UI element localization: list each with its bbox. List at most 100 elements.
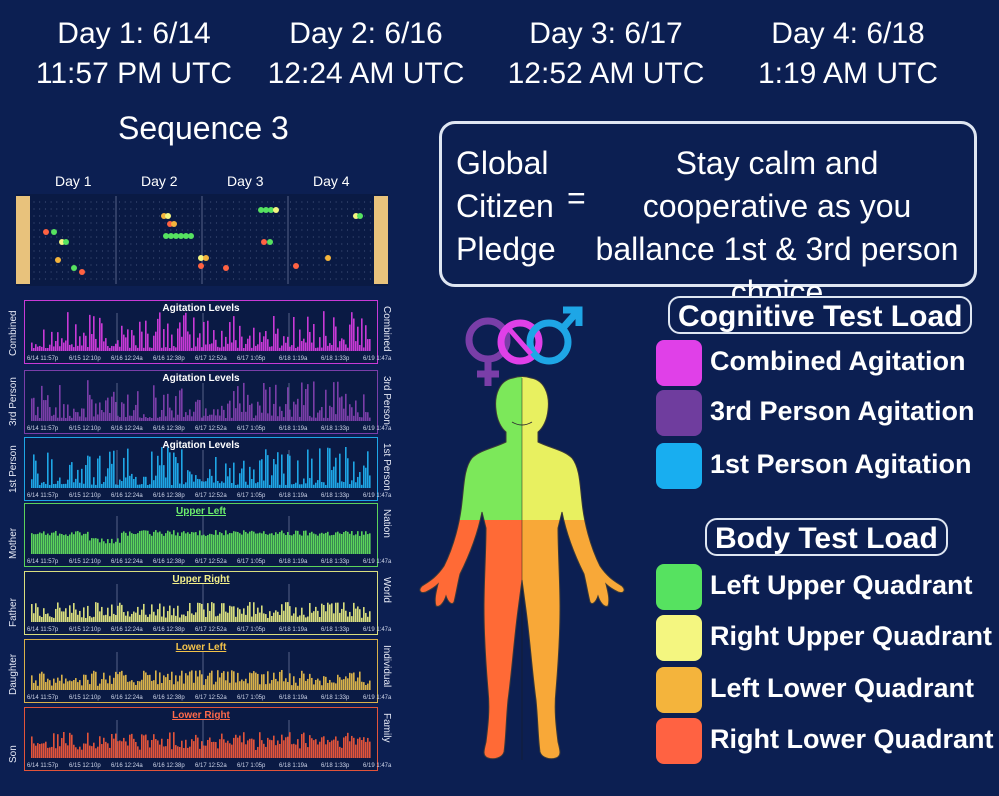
agitation-bar — [57, 602, 59, 622]
agitation-bar — [169, 680, 171, 690]
grid-dot — [181, 215, 183, 217]
agitation-bar — [223, 603, 225, 622]
grid-dot — [67, 222, 69, 224]
emotion-dot — [267, 239, 273, 245]
pledge-word-global: Global — [456, 145, 549, 181]
agitation-bar — [359, 535, 361, 554]
agitation-bar — [305, 680, 307, 690]
agitation-bar — [105, 543, 107, 554]
agitation-bar — [291, 535, 293, 554]
time-tick-label: 6/18 1:19a — [279, 559, 308, 565]
agitation-bar — [251, 738, 253, 758]
agitation-bar — [115, 671, 117, 690]
grid-dot — [261, 257, 263, 259]
grid-dot — [164, 243, 166, 245]
grid-dot — [301, 250, 303, 252]
grid-dot — [267, 215, 269, 217]
grid-dot — [141, 257, 143, 259]
agitation-bar — [325, 744, 327, 758]
agitation-bar — [153, 734, 155, 758]
time-tick-label: 6/17 1:05p — [237, 559, 266, 565]
grid-dot — [124, 222, 126, 224]
panel-left-label: Mother — [8, 527, 19, 559]
agitation-bar — [247, 683, 249, 690]
grid-dot — [147, 229, 149, 231]
grid-dot — [301, 208, 303, 210]
agitation-bar — [107, 607, 109, 622]
grid-dot — [278, 215, 280, 217]
agitation-bar — [311, 342, 313, 351]
grid-dot — [284, 229, 286, 231]
agitation-bar — [311, 531, 313, 554]
agitation-bar — [355, 744, 357, 758]
agitation-bar — [55, 407, 57, 421]
grid-dot — [210, 243, 212, 245]
agitation-bar — [75, 609, 77, 622]
agitation-bar — [43, 400, 45, 421]
grid-dot — [107, 250, 109, 252]
grid-dot — [164, 278, 166, 280]
1st-person-agitation-swatch — [656, 443, 702, 489]
agitation-bar — [217, 480, 219, 488]
agitation-bar — [83, 483, 85, 488]
agitation-panel: Agitation Levels 6/14 11:57p 6/15 12:10p 6/… — [24, 300, 391, 364]
agitation-bar — [189, 409, 191, 421]
agitation-bar — [297, 398, 299, 421]
grid-dot — [307, 257, 309, 259]
agitation-bar — [281, 734, 283, 758]
grid-dot — [136, 208, 138, 210]
agitation-bar — [65, 483, 67, 488]
agitation-bar — [187, 611, 189, 622]
agitation-bar — [365, 684, 367, 690]
agitation-bar — [305, 530, 307, 554]
grid-dot — [56, 208, 58, 210]
grid-dot — [215, 278, 217, 280]
agitation-bar — [233, 606, 235, 622]
agitation-bar — [191, 347, 193, 351]
emotion-dot — [163, 233, 169, 239]
agitation-bar — [269, 533, 271, 554]
grid-dot — [324, 257, 326, 259]
agitation-bar — [297, 739, 299, 758]
grid-dot — [301, 201, 303, 203]
agitation-bar — [203, 415, 205, 421]
agitation-bar — [65, 340, 67, 351]
agitation-bar — [43, 743, 45, 758]
agitation-bar — [349, 404, 351, 421]
grid-dot — [153, 257, 155, 259]
agitation-bar — [73, 482, 75, 488]
agitation-bar — [69, 534, 71, 554]
agitation-bar — [75, 531, 77, 554]
agitation-bar — [39, 417, 41, 421]
agitation-bar — [79, 532, 81, 554]
grid-dot — [250, 278, 252, 280]
agitation-bar — [33, 454, 35, 488]
grid-dot — [341, 250, 343, 252]
agitation-bar — [53, 617, 55, 622]
agitation-bar — [193, 481, 195, 488]
agitation-bar — [235, 531, 237, 554]
grid-dot — [318, 257, 320, 259]
agitation-bar — [225, 418, 227, 421]
agitation-bar — [223, 409, 225, 421]
grid-dot — [250, 208, 252, 210]
agitation-bar — [309, 331, 311, 351]
agitation-bar — [83, 332, 85, 351]
grid-dot — [352, 257, 354, 259]
agitation-bar — [293, 613, 295, 622]
emotion-dot — [188, 233, 194, 239]
grid-dot — [369, 250, 371, 252]
time-tick-label: 6/17 12:52a — [195, 627, 227, 633]
grid-dot — [176, 208, 177, 210]
grid-dot — [84, 236, 86, 238]
agitation-bar — [237, 737, 239, 758]
grid-dot — [335, 229, 337, 231]
grid-dot — [158, 201, 160, 203]
agitation-bar — [297, 460, 299, 488]
agitation-bar — [193, 682, 195, 690]
agitation-bar — [49, 616, 51, 622]
agitation-bar — [361, 681, 363, 690]
grid-dot — [153, 236, 155, 238]
agitation-bar — [293, 534, 295, 554]
agitation-bar — [151, 604, 153, 622]
